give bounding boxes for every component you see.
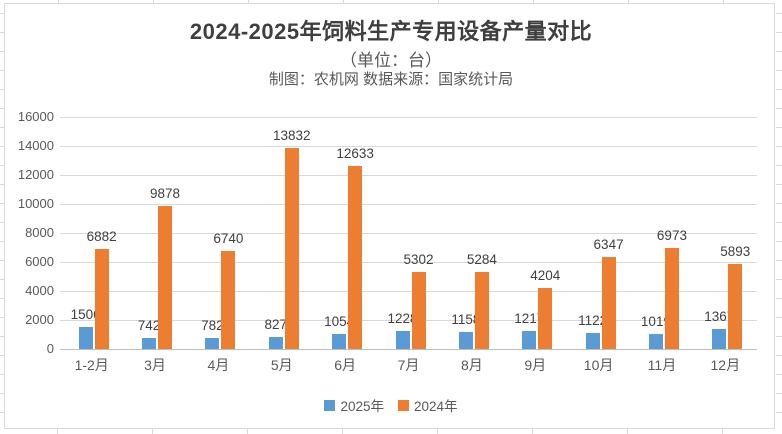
legend-label: 2025年 xyxy=(340,399,384,414)
data-label-2025年-3月: 742 xyxy=(137,318,161,333)
data-label-2024年-1-2月: 6882 xyxy=(86,229,117,244)
x-axis-label-3月: 3月 xyxy=(144,357,166,373)
data-label-2024年-3月: 9878 xyxy=(150,186,181,201)
bar-2024年-12月[interactable] xyxy=(728,264,743,349)
x-axis-label-7月: 7月 xyxy=(397,357,420,373)
x-axis-label-4月: 4月 xyxy=(207,357,230,373)
data-label-2024年-9月: 4204 xyxy=(530,268,561,283)
x-axis-label-6月: 6月 xyxy=(334,357,357,373)
legend-item-2025年[interactable]: 2025年 xyxy=(324,395,384,415)
y-axis-tick-label: 6000 xyxy=(25,254,54,269)
data-label-2024年-11月: 6973 xyxy=(656,228,687,243)
x-axis-line xyxy=(60,349,757,350)
gridline xyxy=(60,204,757,205)
x-axis-label-10月: 10月 xyxy=(583,357,614,373)
data-label-2024年-5月: 13832 xyxy=(272,128,311,143)
y-axis-tick-label: 14000 xyxy=(17,138,54,153)
chart-title: 2024-2025年饲料生产专用设备产量对比 xyxy=(189,19,593,44)
y-axis-tick-label: 8000 xyxy=(25,225,54,240)
data-label-2024年-4月: 6740 xyxy=(213,231,244,246)
chart-legend: 2025年 2024年 xyxy=(0,395,782,415)
bar-2024年-6月[interactable] xyxy=(348,166,363,349)
bar-2025年-4月[interactable] xyxy=(205,338,220,349)
gridline xyxy=(60,262,757,263)
data-label-2025年-8月: 1158 xyxy=(451,312,481,327)
bar-2025年-3月[interactable] xyxy=(142,338,157,349)
bar-2024年-8月[interactable] xyxy=(474,272,489,349)
data-label-2025年-1-2月: 1506 xyxy=(70,307,101,322)
y-axis-tick-label: 4000 xyxy=(25,283,54,298)
data-label-2025年-5月: 827 xyxy=(264,317,288,332)
bar-2025年-11月[interactable] xyxy=(648,334,663,349)
data-label-2024年-6月: 12633 xyxy=(336,146,374,161)
gridline xyxy=(60,233,757,234)
gridline xyxy=(60,146,757,147)
bar-2024年-7月[interactable] xyxy=(411,272,426,349)
y-axis-tick-label: 16000 xyxy=(17,109,54,124)
gridline xyxy=(60,291,757,292)
bar-2024年-5月[interactable] xyxy=(284,148,299,349)
bar-2025年-1-2月[interactable] xyxy=(78,327,93,349)
legend-swatch-2024年 xyxy=(398,399,409,411)
data-label-2024年-7月: 5302 xyxy=(403,252,434,267)
data-label-2025年-7月: 1228 xyxy=(387,311,418,326)
x-axis-label-1-2月: 1-2月 xyxy=(74,357,109,373)
y-axis-tick-label: 12000 xyxy=(17,167,54,182)
data-label-2025年-12月: 1367 xyxy=(704,309,735,324)
x-axis-label-9月: 9月 xyxy=(524,357,547,373)
gridline xyxy=(60,320,757,321)
x-axis-label-8月: 8月 xyxy=(460,357,483,373)
data-label-2025年-9月: 1217 xyxy=(514,311,545,326)
data-label-2025年-6月: 1054 xyxy=(324,314,355,329)
data-label-2024年-8月: 5284 xyxy=(466,252,497,267)
data-label-2025年-11月: 1019 xyxy=(640,314,671,329)
bar-2025年-12月[interactable] xyxy=(712,329,727,349)
bar-2024年-11月[interactable] xyxy=(664,248,679,349)
gridline xyxy=(60,117,757,118)
bar-2025年-10月[interactable] xyxy=(585,333,600,349)
gridline xyxy=(60,175,757,176)
y-axis-tick-label: 2000 xyxy=(25,312,54,327)
worksheet-gridline-stubs-bottom xyxy=(0,429,782,434)
y-axis-tick-label: 0 xyxy=(46,341,54,356)
y-axis-tick-label: 10000 xyxy=(17,196,54,211)
bar-2025年-6月[interactable] xyxy=(332,334,347,349)
chart-source-note: 制图：农机网 数据来源：国家统计局 xyxy=(268,71,514,88)
legend-label: 2024年 xyxy=(414,399,458,414)
bar-2024年-1-2月[interactable] xyxy=(94,249,109,349)
data-label-2025年-10月: 1122 xyxy=(578,313,608,328)
bar-2024年-9月[interactable] xyxy=(538,288,553,349)
bar-2025年-7月[interactable] xyxy=(395,331,410,349)
bar-2024年-3月[interactable] xyxy=(158,206,173,349)
bar-2025年-5月[interactable] xyxy=(268,337,283,349)
data-label-2025年-4月: 782 xyxy=(201,318,224,333)
bar-2024年-4月[interactable] xyxy=(221,251,236,349)
x-axis-label-11月: 11月 xyxy=(647,357,677,373)
chart-area-frame[interactable] xyxy=(4,3,775,429)
bar-2024年-10月[interactable] xyxy=(601,257,616,349)
legend-item-2024年[interactable]: 2024年 xyxy=(398,395,458,415)
bar-2025年-8月[interactable] xyxy=(458,332,473,349)
x-axis-label-12月: 12月 xyxy=(710,357,741,373)
data-label-2024年-10月: 6347 xyxy=(593,237,624,252)
data-label-2024年-12月: 5893 xyxy=(720,244,751,259)
legend-swatch-2025年 xyxy=(324,399,336,411)
bar-2025年-9月[interactable] xyxy=(522,331,537,349)
x-axis-label-5月: 5月 xyxy=(270,357,293,373)
chart-subtitle: （单位：台） xyxy=(340,51,442,70)
